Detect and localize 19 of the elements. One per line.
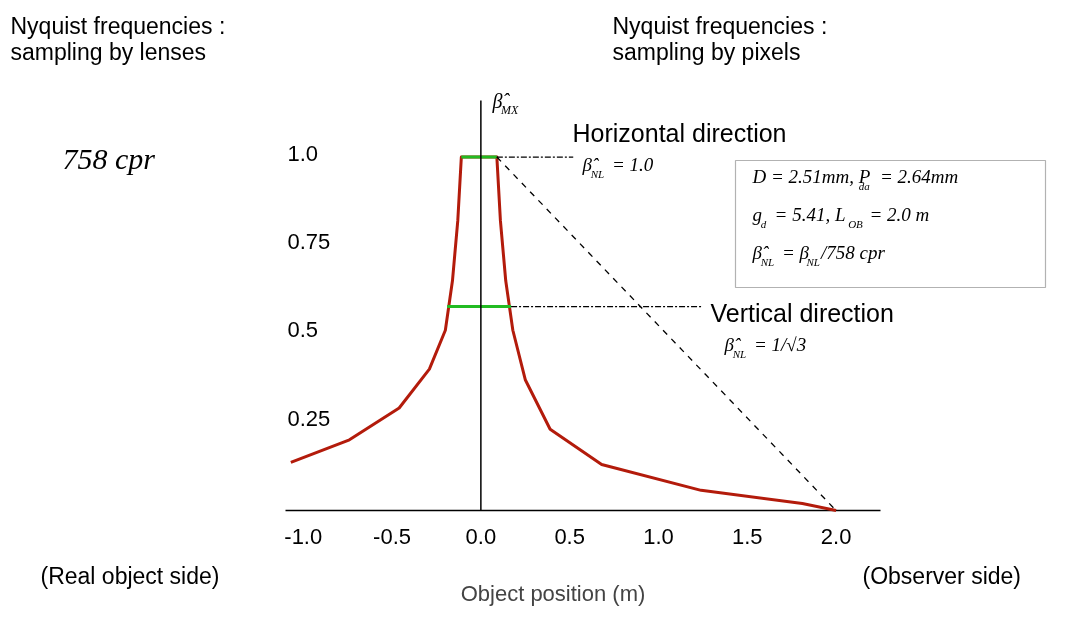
y-tick-label: 0.75 — [287, 228, 331, 254]
text: Nyquist frequencies : sampling by pixels — [612, 12, 828, 66]
x-tick-label: 1.0 — [643, 523, 674, 549]
x-tick-label: -0.5 — [373, 523, 412, 549]
text: 758 cpr — [62, 142, 156, 175]
y-tick-label: 0.25 — [287, 405, 331, 431]
x-tick-label: 1.5 — [732, 523, 763, 549]
text: Nyquist frequencies : sampling by lenses — [10, 12, 226, 66]
annotation: Horizontal direction — [572, 119, 787, 148]
x-tick-label: -1.0 — [284, 523, 323, 549]
x-tick-label: 0.5 — [554, 523, 585, 549]
x-tick-label: 2.0 — [820, 523, 852, 549]
x-axis-title: Object position (m) — [460, 580, 646, 606]
x-tick-label: 0.0 — [465, 523, 497, 549]
annotation: Vertical direction — [710, 299, 894, 328]
text: (Observer side) — [862, 562, 1021, 589]
text: (Real object side) — [40, 562, 220, 589]
y-tick-label: 0.5 — [287, 317, 319, 343]
y-tick-label: 1.0 — [287, 140, 319, 166]
